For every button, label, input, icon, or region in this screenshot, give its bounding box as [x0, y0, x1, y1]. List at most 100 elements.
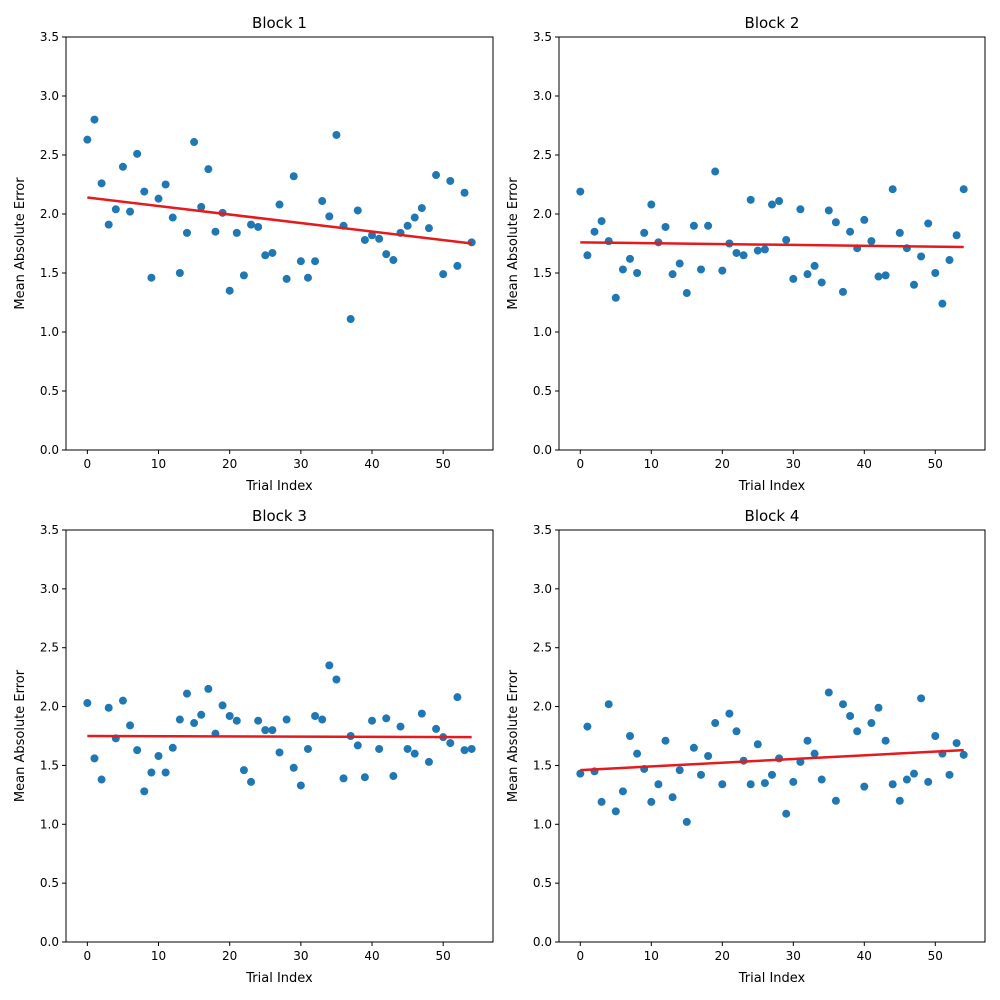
data-point [945, 256, 954, 265]
data-point [424, 757, 433, 766]
y-tick-label: 3.5 [40, 523, 59, 537]
chart-panel-1: Block 1 0.0 0.5 1.0 1.5 2.0 2.5 3.0 3.5 0 10 20 30 40… [13, 14, 494, 494]
data-point [453, 693, 462, 702]
x-tick-label: 0 [576, 457, 584, 471]
data-point [311, 257, 320, 266]
data-point [175, 269, 184, 277]
data-point [211, 227, 220, 236]
data-point [682, 817, 691, 826]
y-tick-label: 3.0 [40, 582, 59, 596]
data-point [938, 299, 947, 308]
x-tick-label: 0 [576, 949, 584, 963]
data-point [289, 172, 298, 181]
data-point [895, 796, 904, 805]
chart-title: Block 4 [745, 507, 800, 525]
x-tick-label: 10 [151, 949, 166, 963]
data-point [446, 176, 455, 185]
data-point [432, 724, 441, 733]
data-point [247, 220, 256, 229]
data-point [204, 684, 213, 693]
y-tick-label: 2.5 [40, 641, 59, 655]
data-point [753, 246, 762, 255]
data-point [375, 744, 384, 753]
x-tick-label: 40 [364, 457, 379, 471]
data-point [746, 780, 755, 789]
data-point [83, 135, 92, 144]
data-point [611, 293, 620, 302]
data-point [133, 149, 142, 158]
x-tick-label: 0 [84, 949, 92, 963]
data-point [318, 715, 327, 724]
data-point [296, 781, 305, 790]
data-point [647, 797, 656, 806]
data-point [325, 661, 334, 670]
x-tick-label: 30 [786, 457, 801, 471]
data-point [332, 130, 341, 139]
data-point [633, 749, 642, 758]
data-point [952, 231, 961, 240]
x-tick-label: 10 [151, 457, 166, 471]
data-point [368, 716, 377, 725]
data-point [375, 234, 384, 243]
data-point [839, 287, 847, 296]
data-point [895, 228, 904, 237]
data-point [661, 222, 670, 231]
x-tick-label: 20 [222, 457, 237, 471]
data-point [182, 689, 191, 698]
y-tick-label: 1.0 [533, 325, 552, 339]
x-tick-label: 50 [928, 457, 943, 471]
data-point [661, 736, 670, 745]
plot-frame [65, 529, 494, 943]
data-point [704, 221, 713, 230]
data-point [732, 248, 741, 257]
data-point [597, 797, 606, 806]
data-point [910, 769, 918, 778]
data-point [867, 237, 876, 246]
data-point [576, 769, 585, 778]
data-point [945, 770, 954, 779]
data-point [296, 257, 305, 266]
x-axis-label: Trial Index [245, 479, 313, 494]
data-point [197, 710, 206, 719]
data-point [168, 213, 177, 222]
data-point [154, 752, 163, 761]
chart-title: Block 3 [252, 507, 307, 525]
y-tick-label: 3.0 [533, 582, 552, 596]
data-point [583, 251, 592, 260]
y-tick-label: 1.5 [533, 266, 552, 280]
data-point [753, 740, 762, 749]
data-point [190, 719, 199, 728]
data-point [104, 220, 113, 229]
data-point [633, 269, 642, 277]
x-tick-label: 0 [84, 457, 92, 471]
data-point [303, 744, 312, 753]
data-point [810, 749, 819, 758]
data-point [118, 162, 127, 171]
y-tick-label: 0.5 [40, 876, 59, 890]
data-point [154, 194, 163, 203]
data-point [467, 744, 476, 753]
data-point [817, 775, 826, 784]
data-point [952, 739, 961, 748]
data-point [803, 270, 812, 279]
data-point [289, 763, 298, 772]
data-point [460, 188, 469, 197]
data-point [704, 752, 713, 761]
data-point [654, 780, 663, 789]
plot-frame [558, 36, 986, 451]
y-tick-label: 1.0 [40, 325, 59, 339]
data-point [831, 796, 840, 805]
data-point [924, 777, 933, 786]
data-point [168, 743, 177, 752]
y-tick-label: 2.5 [533, 641, 552, 655]
y-tick-label: 0.5 [533, 384, 552, 398]
y-tick-label: 1.5 [40, 266, 59, 280]
data-point [768, 770, 776, 779]
x-tick-label: 50 [928, 949, 943, 963]
data-point [711, 719, 720, 728]
data-point [389, 772, 398, 781]
data-point [846, 711, 855, 720]
y-tick-label: 1.5 [533, 758, 552, 772]
data-point [261, 251, 270, 260]
data-point [689, 221, 698, 230]
